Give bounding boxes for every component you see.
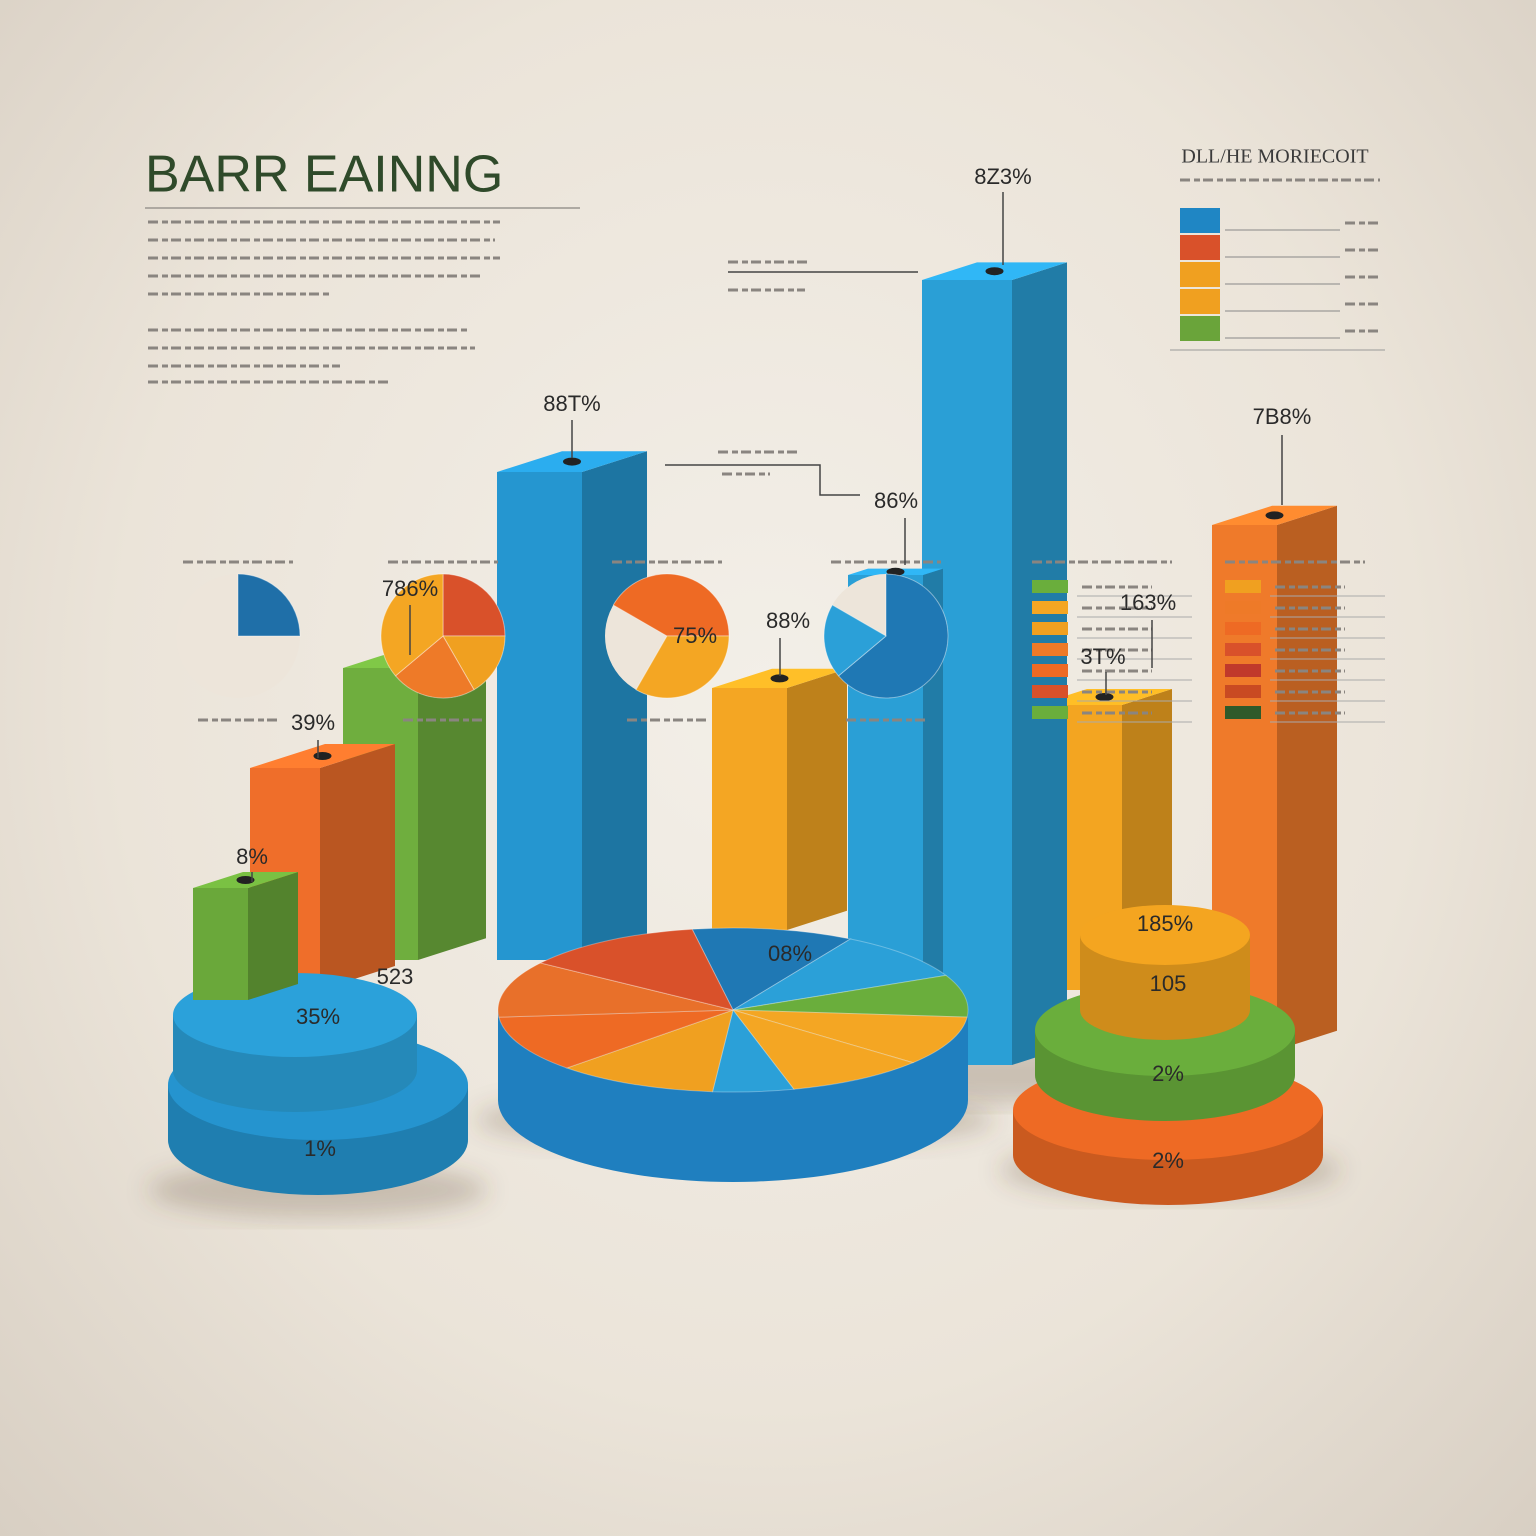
value-label: 7B8% [1253,404,1312,429]
bar-front [497,472,582,960]
legend-swatch [1225,685,1261,698]
bar-side [582,451,647,960]
value-label: 523 [377,964,414,989]
pie-slice [732,974,969,1018]
legend-swatch [1032,706,1068,719]
value-label: 88% [766,608,810,633]
mini-pie-slice [442,573,506,637]
legend-swatch [1225,664,1261,677]
legend-swatch [1032,580,1068,593]
bar-front [193,888,248,1000]
value-label: 08% [768,941,812,966]
bar-marker [236,876,255,884]
value-label: 88T% [543,391,600,416]
bar-marker [985,267,1004,276]
title: BARR EAINNG [145,146,503,204]
bar-marker [563,457,581,466]
mini-pie-slice [837,573,949,699]
mini-pie-slice [635,635,730,699]
mini-pie-slice [394,635,475,699]
value-label: 8% [236,844,268,869]
value-label: 75% [673,623,717,648]
value-label: 163% [1120,590,1176,615]
legend-swatch [1180,289,1220,314]
value-label: 786% [382,576,438,601]
bar-side [1277,505,1337,1050]
value-label: 105 [1150,971,1187,996]
cylinder-side [1080,935,1250,1040]
value-label: 1% [304,1136,336,1161]
value-label: 39% [291,710,335,735]
mini-pie-slice [612,573,730,637]
pie-slice [732,1009,968,1064]
pie-slice [732,938,948,1011]
legend-swatch [1032,622,1068,635]
legend-swatch [1225,580,1261,593]
mini-pie-slice [380,573,444,677]
bar-side [418,646,486,960]
legend-swatch [1180,262,1220,287]
pie-slice [497,962,734,1018]
bar-marker [1095,693,1114,701]
pie-slice [691,927,852,1011]
value-label: 86% [874,488,918,513]
value-label: 8Z3% [974,164,1031,189]
pointer-line [665,464,860,496]
bar-marker [770,674,789,683]
pie-slice [565,1009,734,1093]
legend-swatch [1032,643,1068,656]
bar-side [320,744,395,990]
legend-swatch [1180,208,1220,233]
bar-front [712,688,787,930]
bar-side [1012,262,1067,1065]
mini-pie-slice [442,635,506,691]
legend-swatch [1225,601,1261,614]
value-label: 35% [296,1004,340,1029]
mini-pie-slice [237,573,301,637]
legend-swatch [1032,664,1068,677]
value-label: 2% [1152,1148,1184,1173]
legend-swatch [1180,316,1220,341]
cylinder-top [1080,905,1250,965]
pie-slice [711,1008,795,1093]
mini-pie-slice [823,604,887,677]
pie-slice [498,1009,734,1069]
legend-title: DLL/HE MORIECOIT [1181,146,1368,168]
legend-swatch [1032,601,1068,614]
bar-side [248,872,298,1000]
illegible-text [148,178,1380,476]
pie-slice [731,1009,915,1090]
legend-swatch [1032,685,1068,698]
value-label: 3T% [1080,644,1125,669]
legend-swatch [1225,643,1261,656]
value-label: 185% [1137,911,1193,936]
bar-marker [313,752,332,760]
bar-marker [886,567,905,576]
bar-marker [1265,511,1284,520]
value-label: 2% [1152,1061,1184,1086]
pie-slice [539,928,734,1011]
legend-swatch [1225,622,1261,635]
legend-swatch [1225,706,1261,719]
bar-side [787,668,847,930]
legend-swatch [1180,235,1220,260]
